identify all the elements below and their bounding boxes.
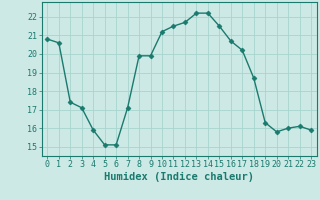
X-axis label: Humidex (Indice chaleur): Humidex (Indice chaleur) <box>104 172 254 182</box>
